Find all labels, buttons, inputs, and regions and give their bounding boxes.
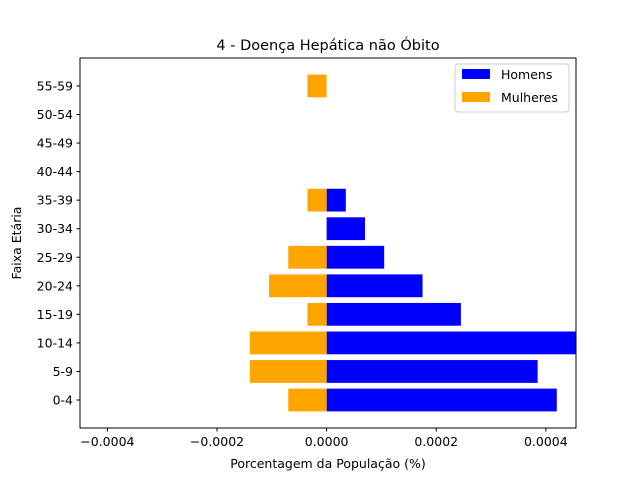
bar-homens-10-14 (326, 331, 576, 355)
legend-swatch-mulheres (462, 92, 490, 102)
legend-label-homens: Homens (501, 67, 552, 82)
y-tick-label: 5-9 (53, 364, 73, 379)
y-tick-label: 10-14 (37, 335, 73, 350)
y-tick-label: 25-29 (37, 250, 73, 265)
y-tick-label: 15-19 (37, 307, 73, 322)
y-tick-label: 0-4 (53, 393, 73, 408)
bar-homens-35-39 (326, 188, 346, 212)
bars-layer (249, 74, 576, 412)
y-tick-label: 35-39 (37, 193, 73, 208)
y-tick-label: 45-49 (37, 136, 73, 151)
bar-mulheres-20-24 (269, 274, 327, 298)
legend-swatch-homens (462, 69, 490, 79)
y-tick-label: 40-44 (37, 164, 73, 179)
legend-label-mulheres: Mulheres (501, 90, 558, 105)
bar-mulheres-10-14 (249, 331, 327, 355)
plot-frame (79, 57, 577, 429)
bar-homens-15-19 (326, 302, 461, 326)
legend: Homens Mulheres (454, 63, 570, 113)
bar-homens-25-29 (326, 245, 385, 269)
x-tick-label: −0.0004 (80, 434, 134, 449)
bar-homens-5-9 (326, 360, 538, 383)
x-tick-label: 0.0000 (305, 434, 349, 449)
bar-homens-0-4 (326, 388, 557, 412)
y-tick-label: 20-24 (37, 278, 73, 293)
y-tick-label: 55-59 (37, 78, 73, 93)
x-tick-label: 0.0004 (524, 434, 568, 449)
chart-title: 4 - Doença Hepática não Óbito (216, 36, 439, 54)
x-tick-label: 0.0002 (414, 434, 458, 449)
bar-homens-20-24 (326, 274, 423, 298)
y-ticks: 0-4 5-9 10-14 15-19 20-24 25-29 30-34 35-39 40-4… (37, 78, 80, 408)
bar-homens-30-34 (326, 217, 365, 241)
y-axis-label: Faixa Etária (9, 207, 24, 280)
bar-mulheres-15-19 (307, 302, 327, 326)
bar-mulheres-0-4 (288, 388, 327, 412)
bar-mulheres-35-39 (307, 188, 327, 212)
y-tick-label: 30-34 (37, 221, 73, 236)
x-tick-label: −0.0002 (190, 434, 244, 449)
x-axis-label: Porcentagem da População (%) (230, 456, 426, 471)
x-ticks: −0.0004 −0.0002 0.0000 0.0002 0.0004 (80, 428, 568, 449)
y-tick-label: 50-54 (37, 107, 73, 122)
bar-mulheres-55-59 (307, 74, 327, 98)
bar-mulheres-25-29 (288, 245, 327, 269)
bar-mulheres-5-9 (249, 360, 327, 383)
